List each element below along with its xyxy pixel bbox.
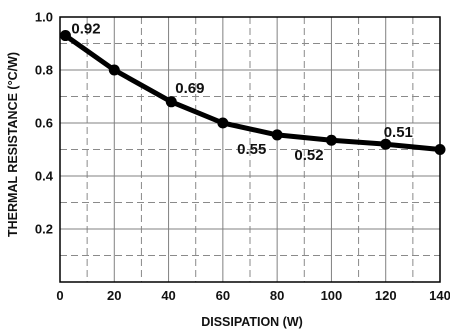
y-tick-label: 0.8 (35, 63, 53, 78)
x-tick-label: 120 (375, 288, 397, 303)
x-tick-label: 60 (216, 288, 230, 303)
data-label: 0.55 (237, 141, 266, 158)
x-axis-label: DISSIPATION (W) (201, 315, 303, 329)
data-point (165, 96, 177, 108)
x-tick-label: 140 (429, 288, 450, 303)
y-tick-label: 1.0 (35, 10, 53, 25)
x-tick-label: 0 (56, 288, 63, 303)
y-tick-label: 0.6 (35, 116, 53, 131)
data-label: 0.51 (384, 124, 413, 141)
y-tick-label: 0.4 (35, 169, 54, 184)
data-point (217, 117, 229, 129)
y-axis-label: THERMAL RESISTANCE (°C/W) (6, 52, 20, 237)
data-label: 0.52 (294, 147, 323, 164)
data-point (380, 138, 392, 150)
data-point (434, 144, 446, 155)
data-point (271, 129, 283, 141)
data-label: 0.92 (71, 21, 100, 38)
y-tick-label: 0.2 (35, 222, 53, 237)
data-point (108, 64, 120, 76)
data-point (325, 134, 337, 146)
data-label: 0.69 (175, 80, 204, 97)
x-tick-labels: 0 20 40 60 80 100 120 140 (56, 288, 450, 303)
x-tick-label: 40 (161, 288, 175, 303)
x-tick-label: 80 (270, 288, 284, 303)
x-tick-label: 100 (321, 288, 343, 303)
data-labels: 0.92 0.69 0.55 0.52 0.51 (71, 21, 412, 165)
series-line (62, 33, 443, 152)
x-tick-label: 20 (107, 288, 121, 303)
data-point (59, 30, 71, 42)
y-tick-labels: 0.2 0.4 0.6 0.8 1.0 (35, 10, 54, 237)
series (59, 30, 446, 155)
